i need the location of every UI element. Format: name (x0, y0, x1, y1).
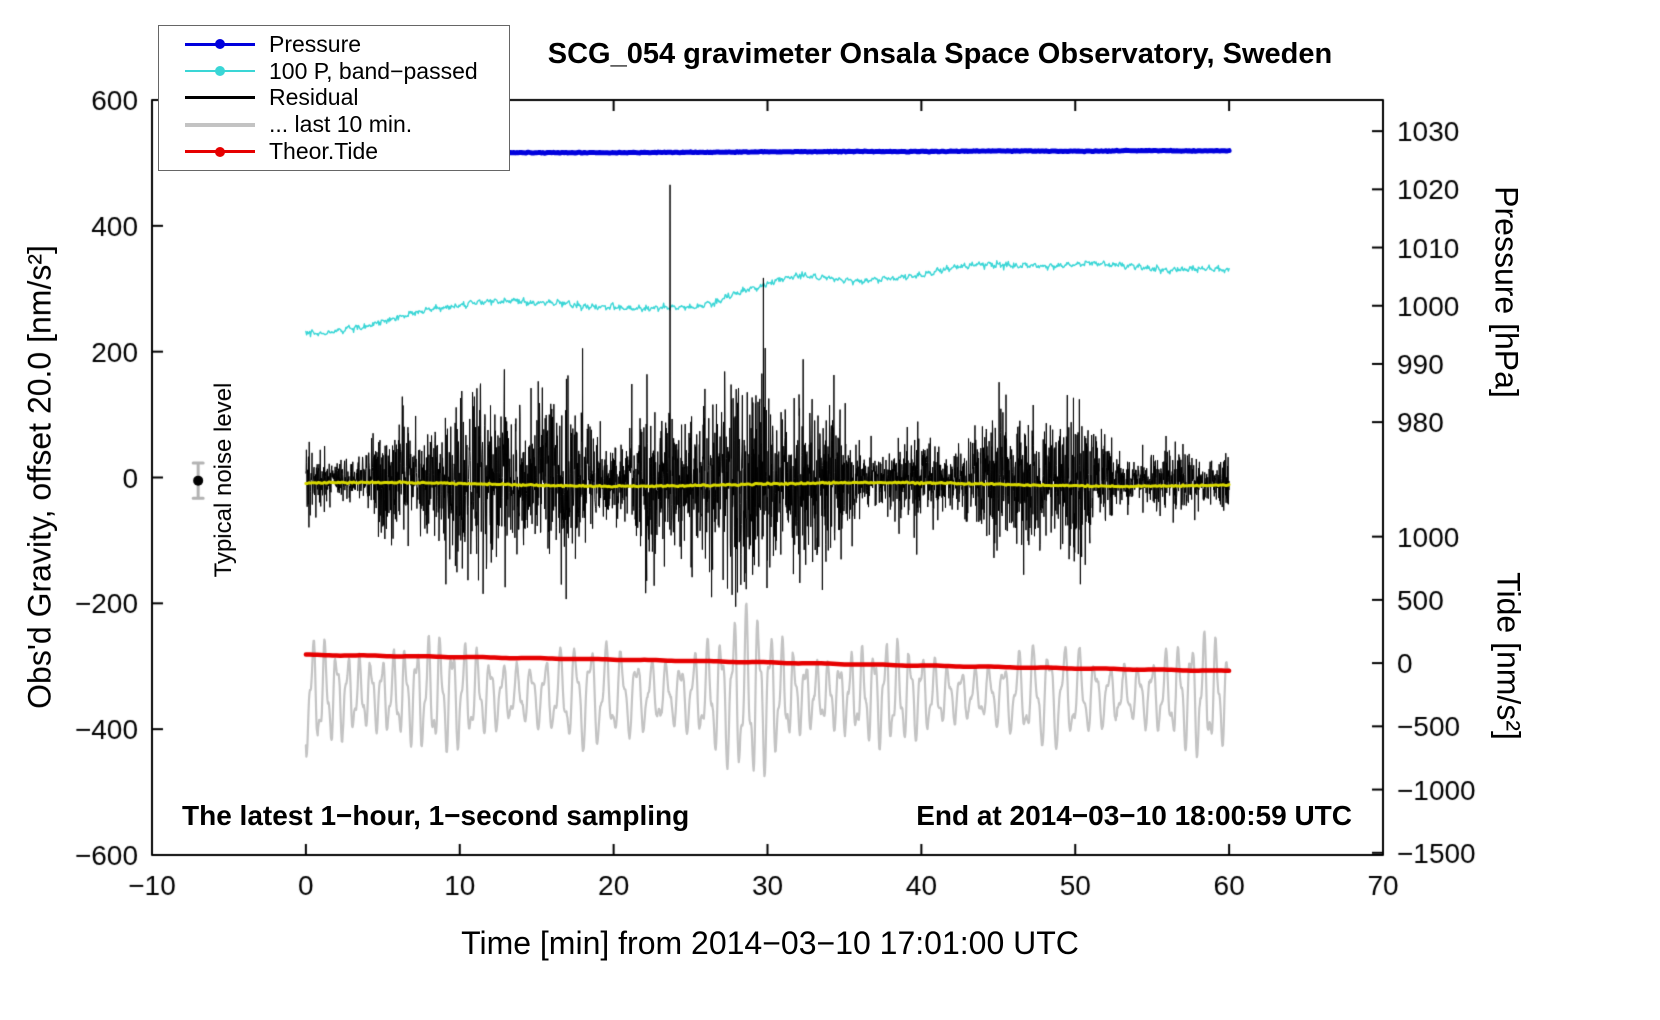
tide-axis-label: Tide [nm/s²] (1490, 572, 1527, 740)
legend-label-pressure: Pressure (269, 30, 362, 57)
band-passed-line-icon (185, 66, 255, 77)
theor-tide-line-icon (185, 146, 255, 157)
last10-line-icon (185, 122, 255, 127)
legend-item-pressure: Pressure (159, 31, 509, 57)
legend-dot (215, 66, 225, 77)
legend-label-residual: Residual (269, 84, 359, 111)
pressure-line-icon (185, 39, 255, 50)
end-time-annotation: End at 2014−03−10 18:00:59 UTC (916, 800, 1352, 831)
legend-label-band-passed: 100 P, band−passed (269, 57, 478, 84)
x-axis-label: Time [min] from 2014−03−10 17:01:00 UTC (461, 925, 1079, 961)
legend-dot (215, 146, 225, 157)
legend-item-last10: ... last 10 min. (159, 111, 509, 138)
residual-line-icon (185, 96, 255, 100)
legend-item-band-passed: 100 P, band−passed (159, 58, 509, 84)
legend-item-theor-tide: Theor.Tide (159, 138, 509, 165)
noise-level-annotation: Typical noise level (210, 382, 237, 578)
pressure-axis-label: Pressure [hPa] (1488, 186, 1525, 398)
sampling-annotation: The latest 1−hour, 1−second sampling (182, 800, 690, 831)
legend-item-residual: Residual (159, 84, 509, 111)
gravity-axis-label: Obs'd Gravity, offset 20.0 [nm/s²] (21, 245, 58, 709)
legend: Pressure 100 P, band−passed Residual ...… (158, 25, 510, 171)
chart-title: SCG_054 gravimeter Onsala Space Observat… (547, 38, 1333, 70)
legend-dot (215, 39, 225, 50)
legend-label-last10: ... last 10 min. (269, 111, 413, 138)
legend-label-theor-tide: Theor.Tide (269, 138, 379, 165)
